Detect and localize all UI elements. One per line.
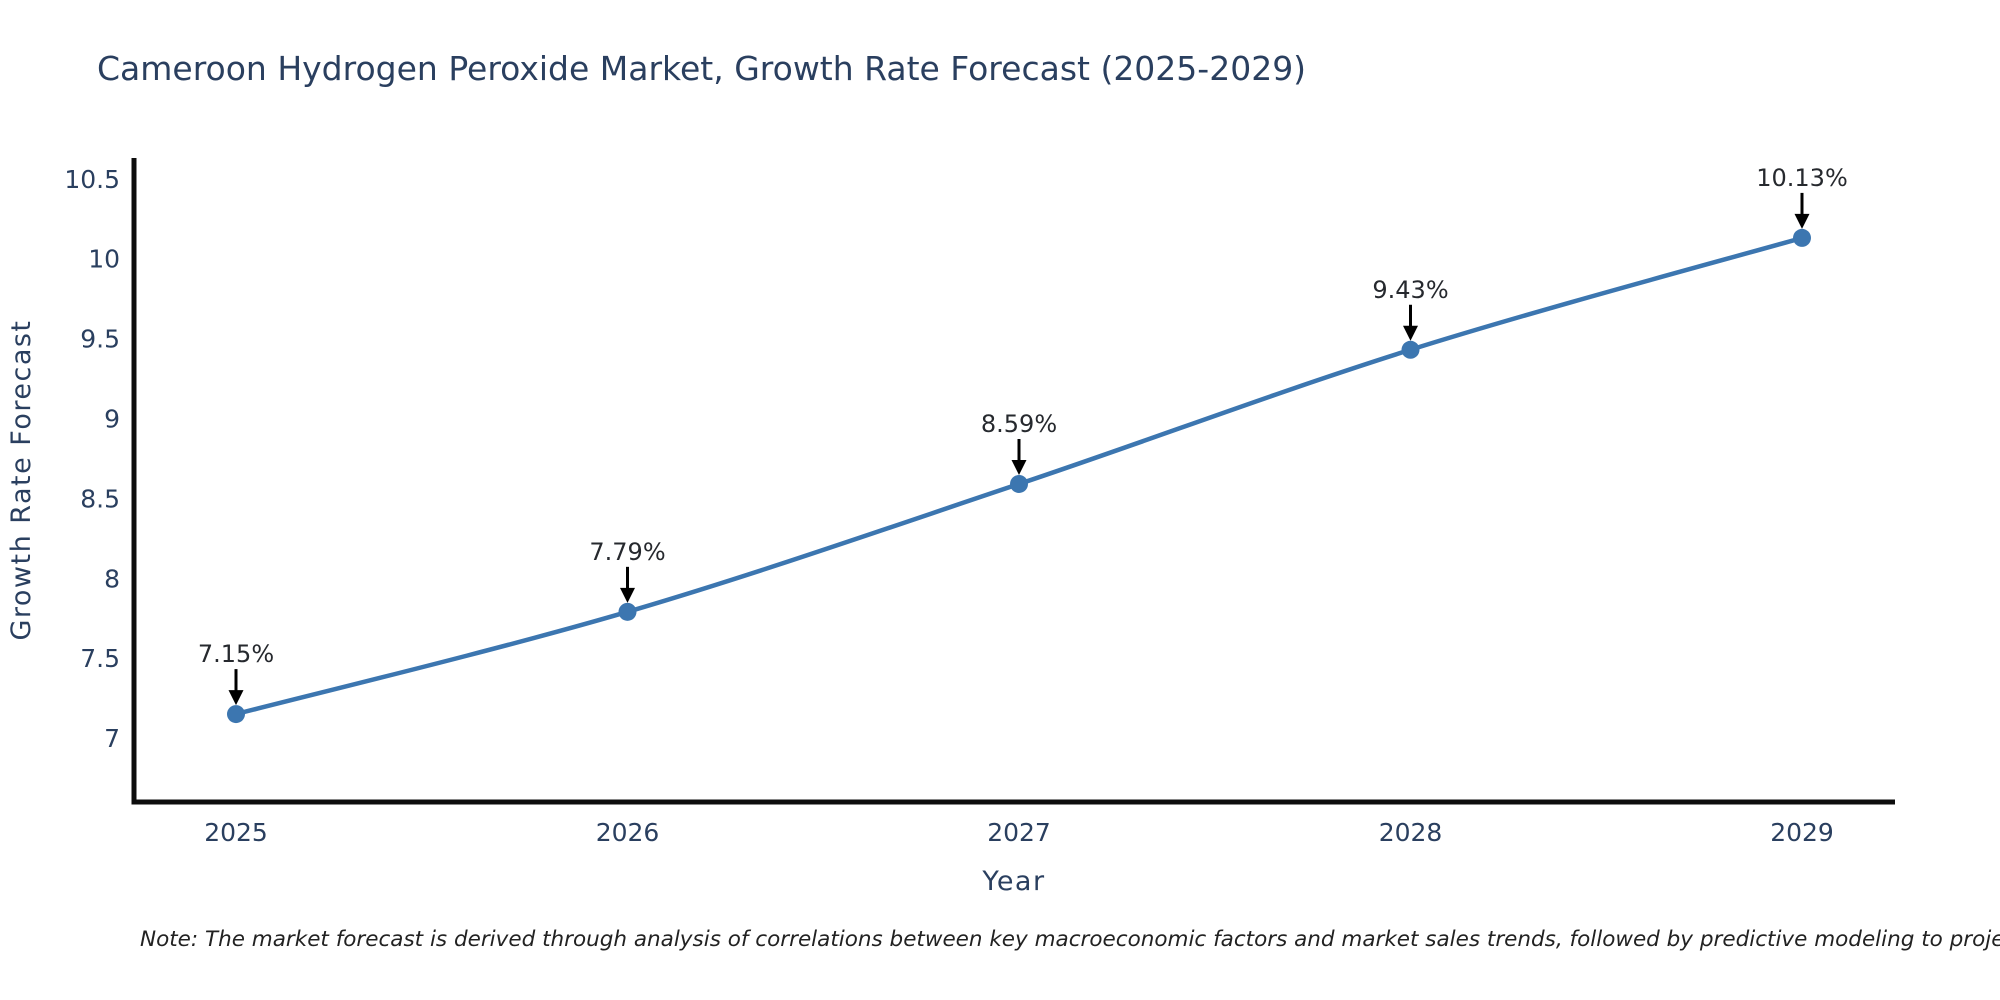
data-point-marker-2029 xyxy=(1793,228,1811,247)
data-point-marker-2028 xyxy=(1401,340,1420,359)
point-label-2027: 8.59% xyxy=(981,410,1057,438)
y-tick-label-7: 7 xyxy=(104,724,120,753)
chart-title: Cameroon Hydrogen Peroxide Market, Growt… xyxy=(97,49,1306,88)
point-label-2029: 10.13% xyxy=(1756,164,1848,192)
y-tick-label-8.5: 8.5 xyxy=(80,484,120,513)
x-tick-label-2027: 2027 xyxy=(987,818,1051,847)
y-tick-label-8: 8 xyxy=(104,564,120,593)
footnote: Note: The market forecast is derived thr… xyxy=(140,927,2000,952)
x-axis-tick-labels: 2025 2026 2027 2028 2029 xyxy=(204,818,1834,847)
annotation-arrow-head xyxy=(1011,459,1027,475)
annotation-arrow-head xyxy=(228,690,244,706)
data-point-marker-2025 xyxy=(227,705,245,724)
y-axis-title: Growth Rate Forecast xyxy=(6,319,37,640)
annotation-arrow-head xyxy=(1794,213,1810,229)
point-annotations: 7.15% 7.79% 8.59% 9.43% 10.13% xyxy=(198,164,1848,706)
y-tick-label-7.5: 7.5 xyxy=(80,644,120,673)
x-axis-title: Year xyxy=(981,866,1045,897)
point-label-2026: 7.79% xyxy=(589,538,665,566)
x-tick-label-2026: 2026 xyxy=(596,818,660,847)
data-point-marker-2027 xyxy=(1010,474,1028,493)
x-tick-label-2029: 2029 xyxy=(1770,818,1834,847)
y-tick-label-9.5: 9.5 xyxy=(80,325,120,354)
axes xyxy=(131,158,1895,805)
data-point-marker-2026 xyxy=(618,602,637,621)
annotation-arrow-head xyxy=(620,587,635,603)
x-tick-label-2025: 2025 xyxy=(204,818,268,847)
y-tick-label-9: 9 xyxy=(104,404,120,433)
point-label-2028: 9.43% xyxy=(1372,276,1448,304)
point-label-2025: 7.15% xyxy=(198,640,274,668)
x-tick-label-2028: 2028 xyxy=(1379,818,1443,847)
y-axis-tick-labels: 7 7.5 8 8.5 9 9.5 10 10.5 xyxy=(64,165,120,753)
annotation-arrow-head xyxy=(1403,325,1418,341)
line-series xyxy=(227,228,1811,724)
y-tick-label-10: 10 xyxy=(88,245,120,274)
y-tick-label-10.5: 10.5 xyxy=(64,165,120,194)
